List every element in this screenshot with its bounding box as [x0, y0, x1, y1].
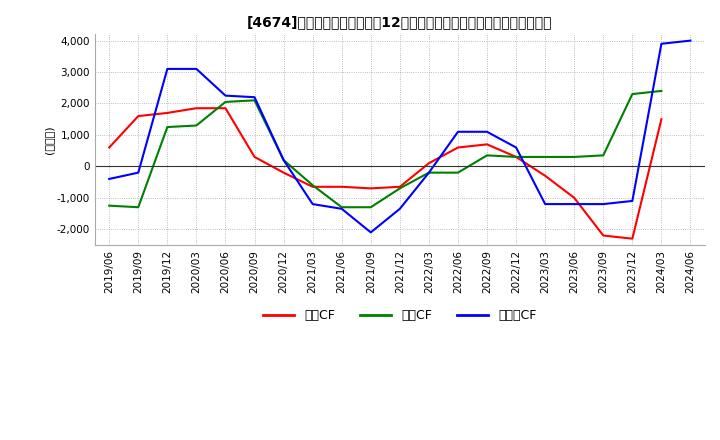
投資CF: [599, 153, 608, 158]
フリーCF: [279, 158, 288, 163]
フリーCF: [657, 41, 666, 46]
フリーCF: [192, 66, 201, 72]
投資CF: [482, 153, 491, 158]
フリーCF: [395, 206, 404, 212]
営業CF: [512, 154, 521, 160]
営業CF: [599, 233, 608, 238]
営業CF: [395, 184, 404, 190]
Line: フリーCF: フリーCF: [109, 40, 690, 232]
営業CF: [105, 145, 114, 150]
フリーCF: [338, 206, 346, 212]
投資CF: [454, 170, 462, 175]
投資CF: [541, 154, 549, 160]
投資CF: [366, 205, 375, 210]
営業CF: [134, 114, 143, 119]
投資CF: [657, 88, 666, 94]
投資CF: [628, 92, 636, 97]
投資CF: [512, 154, 521, 160]
フリーCF: [251, 95, 259, 100]
フリーCF: [105, 176, 114, 182]
Line: 営業CF: 営業CF: [109, 108, 662, 238]
営業CF: [251, 154, 259, 160]
フリーCF: [163, 66, 171, 72]
投資CF: [570, 154, 579, 160]
営業CF: [425, 161, 433, 166]
投資CF: [134, 205, 143, 210]
Legend: 営業CF, 投資CF, フリーCF: 営業CF, 投資CF, フリーCF: [258, 304, 541, 327]
投資CF: [251, 98, 259, 103]
フリーCF: [425, 170, 433, 175]
営業CF: [221, 106, 230, 111]
投資CF: [192, 123, 201, 128]
Line: 投資CF: 投資CF: [109, 91, 662, 207]
フリーCF: [599, 202, 608, 207]
フリーCF: [570, 202, 579, 207]
フリーCF: [454, 129, 462, 135]
投資CF: [279, 158, 288, 163]
営業CF: [628, 236, 636, 241]
フリーCF: [541, 202, 549, 207]
投資CF: [425, 170, 433, 175]
投資CF: [308, 183, 317, 188]
投資CF: [221, 99, 230, 105]
フリーCF: [482, 129, 491, 135]
営業CF: [570, 195, 579, 201]
フリーCF: [134, 170, 143, 175]
営業CF: [366, 186, 375, 191]
フリーCF: [221, 93, 230, 98]
フリーCF: [686, 38, 695, 43]
営業CF: [657, 117, 666, 122]
フリーCF: [512, 145, 521, 150]
Y-axis label: (百万円): (百万円): [44, 125, 54, 154]
フリーCF: [308, 202, 317, 207]
営業CF: [454, 145, 462, 150]
営業CF: [308, 184, 317, 190]
投資CF: [338, 205, 346, 210]
Title: [4674]　キャッシュフローの12か月移動合計の対前年同期増減額の推移: [4674] キャッシュフローの12か月移動合計の対前年同期増減額の推移: [247, 15, 552, 29]
営業CF: [541, 173, 549, 179]
投資CF: [163, 125, 171, 130]
営業CF: [163, 110, 171, 116]
投資CF: [105, 203, 114, 208]
フリーCF: [366, 230, 375, 235]
営業CF: [338, 184, 346, 190]
営業CF: [482, 142, 491, 147]
営業CF: [279, 170, 288, 175]
フリーCF: [628, 198, 636, 204]
営業CF: [192, 106, 201, 111]
投資CF: [395, 186, 404, 191]
